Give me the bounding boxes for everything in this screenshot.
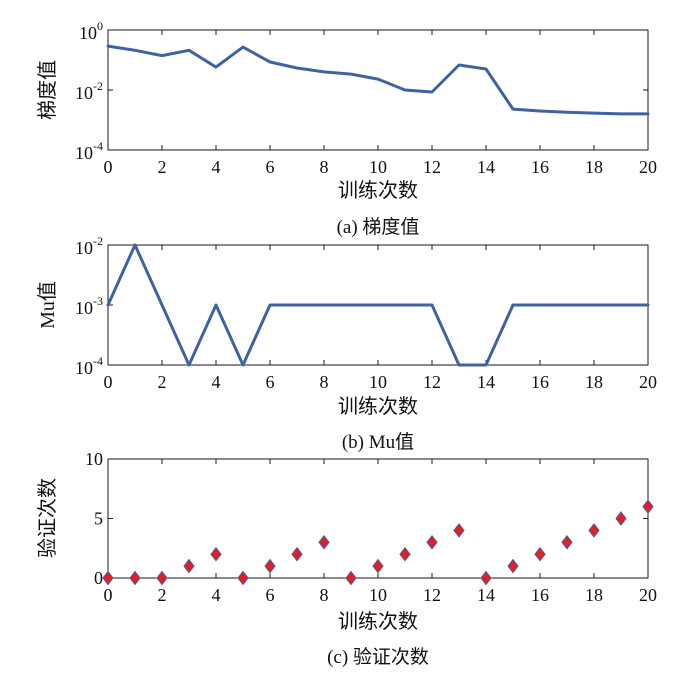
x-tick-label: 4: [212, 585, 221, 605]
data-point-diamond: [183, 558, 195, 574]
x-tick-label: 18: [585, 157, 603, 177]
y-tick-label-base: 10: [79, 23, 97, 43]
y-tick-label: 10-2: [75, 234, 103, 258]
x-tick-label: 12: [423, 372, 441, 392]
x-tick-label: 2: [158, 585, 167, 605]
y-tick-label-base: 10: [75, 143, 93, 163]
data-point-diamond: [264, 558, 276, 574]
x-tick-label: 20: [639, 585, 657, 605]
y-tick-label-base: 10: [75, 238, 93, 258]
data-point-diamond: [588, 523, 600, 538]
x-axis-label: 训练次数: [338, 610, 418, 633]
y-tick-label-base: 10: [75, 298, 93, 318]
x-tick-label: 8: [320, 372, 329, 392]
x-tick-label: 2: [158, 372, 167, 392]
x-tick-label: 14: [477, 372, 495, 392]
y-tick-label: 5: [94, 509, 103, 529]
y-tick-label-exponent: -4: [93, 354, 103, 368]
x-tick-label: 0: [104, 372, 113, 392]
chart-c: 0 2 4 6 8 10 12 14 16 18 20 0 5 10 验证次数 训练次数 (c) 验证次数: [36, 449, 657, 668]
x-tick-label: 0: [104, 157, 113, 177]
x-tick-label: 10: [369, 157, 387, 177]
y-tick-label: 10: [85, 449, 103, 469]
y-tick-label: 0: [94, 568, 103, 588]
data-point-diamond: [129, 570, 141, 586]
data-point-diamond: [318, 534, 330, 550]
x-tick-label: 18: [585, 585, 603, 605]
x-tick-label: 14: [477, 585, 495, 605]
x-tick-label: 6: [266, 157, 275, 177]
series-line: [106, 243, 650, 367]
x-tick-label: 12: [423, 157, 441, 177]
y-tick-label: 10-4: [75, 354, 103, 378]
data-point-diamond: [453, 523, 465, 538]
y-axis-label: 梯度值: [36, 60, 59, 120]
series-line: [106, 44, 650, 116]
x-tick-label: 20: [639, 157, 657, 177]
chart-caption: (b) Mu值: [342, 431, 414, 453]
chart-caption: (c) 验证次数: [327, 646, 429, 668]
x-tick-label: 4: [212, 372, 221, 392]
x-tick-label: 10: [369, 372, 387, 392]
y-tick-label-exponent: -2: [93, 234, 103, 248]
x-tick-label: 8: [320, 157, 329, 177]
x-tick-label: 18: [585, 372, 603, 392]
y-tick-label: 10-3: [75, 294, 103, 318]
data-point-diamond: [345, 570, 357, 586]
data-point-diamond: [102, 570, 114, 586]
x-tick-label: 16: [531, 157, 549, 177]
x-axis-label: 训练次数: [338, 395, 418, 418]
data-point-diamond: [237, 570, 249, 586]
data-point-diamond: [426, 534, 438, 550]
chart-caption: (a) 梯度值: [337, 216, 420, 238]
x-tick-label: 10: [369, 585, 387, 605]
x-axis-label: 训练次数: [338, 179, 418, 202]
data-point-diamond: [156, 570, 168, 586]
y-tick-label-exponent: 0: [97, 19, 103, 33]
data-point-diamond: [291, 546, 303, 562]
data-point-diamond: [642, 499, 654, 514]
data-point-diamond: [480, 570, 492, 586]
y-tick-label-exponent: -2: [93, 79, 103, 93]
y-tick-label-exponent: -4: [93, 139, 103, 153]
y-axis-label: 验证次数: [36, 478, 59, 558]
x-tick-label: 0: [104, 585, 113, 605]
x-tick-label: 12: [423, 585, 441, 605]
y-tick-label-base: 10: [75, 83, 93, 103]
data-point-diamond: [507, 558, 519, 574]
plot-area: [107, 29, 649, 151]
x-tick-label: 2: [158, 157, 167, 177]
x-tick-label: 4: [212, 157, 221, 177]
data-point-diamond: [534, 546, 546, 562]
y-tick-label-base: 10: [75, 358, 93, 378]
data-point-diamond: [561, 534, 573, 550]
x-tick-label: 20: [639, 372, 657, 392]
y-tick-label: 100: [79, 19, 103, 43]
y-tick-label: 10-2: [75, 79, 103, 103]
data-point-diamond: [399, 546, 411, 562]
x-tick-label: 16: [531, 372, 549, 392]
y-tick-label: 10-4: [75, 139, 103, 163]
chart-c-marks: 0 2 4 6 8 10 12 14 16 18 20 0 5 10: [85, 449, 657, 605]
x-tick-label: 8: [320, 585, 329, 605]
data-point-diamond: [615, 511, 627, 526]
x-tick-label: 14: [477, 157, 495, 177]
data-point-diamond: [372, 558, 384, 574]
data-point-diamond: [210, 546, 222, 562]
y-axis-label: Mu值: [36, 281, 59, 329]
x-tick-label: 6: [266, 372, 275, 392]
x-tick-label: 16: [531, 585, 549, 605]
x-tick-label: 6: [266, 585, 275, 605]
y-tick-label-exponent: -3: [93, 294, 103, 308]
